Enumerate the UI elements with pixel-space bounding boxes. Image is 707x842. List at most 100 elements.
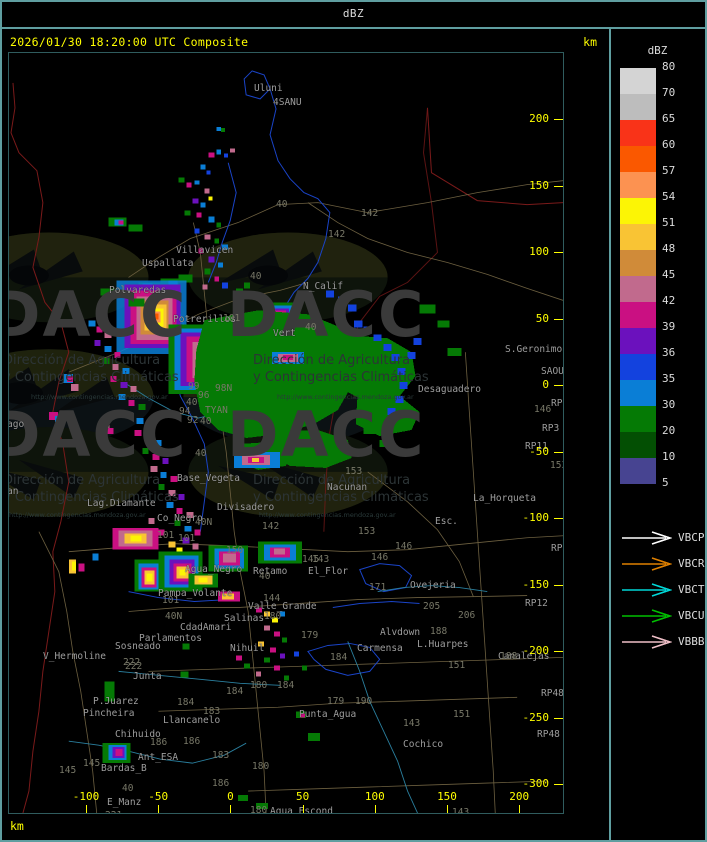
colorbar-level-label: 30 (662, 398, 676, 411)
reflectivity-echoes (48, 126, 462, 810)
colorbar-swatch[interactable] (620, 172, 656, 198)
vector-legend-label: VBBB (678, 635, 705, 648)
map-panel: 2026/01/30 18:20:00 UTC Composite km km (4, 30, 607, 838)
colorbar-swatch[interactable] (620, 458, 656, 484)
y-axis-tick (554, 518, 563, 519)
x-axis-tick-label: 150 (437, 790, 457, 803)
vector-legend-label: VBCT (678, 583, 705, 596)
x-axis-tick-label: 100 (364, 790, 385, 803)
frame-top (0, 0, 707, 2)
y-axis-tick-label: -250 (522, 710, 550, 724)
colorbar-swatch[interactable] (620, 302, 656, 328)
y-axis-tick (554, 318, 563, 320)
colorbar-swatch[interactable] (620, 406, 656, 432)
frame-under-title (0, 27, 707, 29)
x-axis-tick-label: 0 (227, 790, 234, 803)
colorbar-level-label: 80 (662, 60, 676, 73)
y-axis-tick (554, 185, 563, 187)
x-axis-tick-label: -50 (148, 790, 169, 803)
y-axis-unit-label: km (583, 35, 597, 49)
colorbar-level-label: 57 (662, 164, 676, 177)
vector-arrow-icon (622, 609, 672, 623)
colorbar-title: dBZ (647, 44, 668, 57)
colorbar-swatch[interactable] (620, 354, 656, 380)
y-axis-tick-label: -200 (522, 644, 550, 657)
vector-arrow-icon (622, 635, 672, 649)
x-axis-tick (447, 805, 448, 813)
colorbar-swatch[interactable] (620, 146, 656, 172)
colorbar-swatch[interactable] (620, 276, 656, 302)
y-axis-tick-label: -50 (529, 444, 549, 458)
vector-legend-row[interactable]: VBCR (616, 552, 707, 578)
colorbar-level-label: 10 (662, 450, 676, 463)
x-axis-tick (86, 805, 87, 813)
y-axis-tick-label: -100 (522, 511, 550, 524)
y-axis-tick-label: -150 (522, 577, 550, 591)
colorbar-swatches[interactable] (620, 68, 656, 484)
colorbar-level-label: 45 (662, 268, 676, 281)
colorbar-level-label: 42 (662, 294, 676, 307)
colorbar-panel: dBZ 80 70 65 60 57 54 51 48 45 42 39 36 35 30 20 10 5 VB… (612, 30, 705, 838)
x-axis-tick (302, 805, 304, 813)
vector-legend-label: VBCU (678, 609, 705, 622)
vector-legend-label: VBCP (678, 531, 705, 544)
colorbar-swatch[interactable] (620, 250, 656, 276)
colorbar-swatch[interactable] (620, 224, 656, 250)
radar-plot-area[interactable]: DACC DACC DACC DACC Dirección de Agricul… (8, 52, 564, 814)
colorbar-level-label: 5 (662, 476, 669, 489)
x-axis-unit-label: km (10, 819, 24, 833)
y-axis-tick-label: 0 (542, 378, 549, 391)
vector-legend-row[interactable]: VBBB (616, 630, 707, 656)
y-axis-tick-label: -300 (522, 777, 550, 790)
timestamp-label: 2026/01/30 18:20:00 UTC Composite (10, 35, 249, 49)
colorbar-level-label: 60 (662, 138, 676, 151)
window-title-bar: dBZ (0, 0, 707, 27)
colorbar-swatch[interactable] (620, 68, 656, 94)
colorbar-level-label: 51 (662, 216, 676, 229)
y-axis-tick (554, 451, 563, 453)
x-axis-tick (374, 805, 376, 813)
x-axis-tick (230, 805, 232, 813)
y-axis-tick-label: 150 (529, 178, 549, 192)
frame-panel-divider (609, 29, 611, 840)
vector-arrow-icon (622, 557, 672, 571)
y-axis-tick-label: 50 (535, 311, 549, 325)
y-axis-tick (554, 385, 563, 386)
x-axis-tick-label: 200 (509, 790, 530, 803)
colorbar-level-label: 35 (662, 372, 676, 385)
vector-arrow-icon (622, 531, 672, 545)
colorbar-level-label: 65 (662, 112, 676, 125)
vector-legend-label: VBCR (678, 557, 705, 570)
vector-legend-row[interactable]: VBCU (616, 604, 707, 630)
y-axis-tick (554, 784, 563, 785)
colorbar-swatch[interactable] (620, 380, 656, 406)
x-axis-tick (158, 805, 160, 813)
frame-left (0, 0, 2, 842)
vector-legend: VBCP VBCR VBCT VBCU VBBB (616, 526, 707, 656)
colorbar-level-label: 54 (662, 190, 676, 203)
frame-right (705, 0, 707, 842)
colorbar-level-label: 36 (662, 346, 676, 359)
colorbar-level-label: 48 (662, 242, 676, 255)
x-axis-tick (519, 805, 521, 813)
colorbar-swatch[interactable] (620, 432, 656, 458)
colorbar-swatch[interactable] (620, 328, 656, 354)
x-axis-tick-label: -100 (72, 790, 100, 803)
colorbar-swatch[interactable] (620, 120, 656, 146)
colorbar-level-label: 70 (662, 86, 676, 99)
y-axis-tick (554, 717, 563, 719)
x-axis-tick-label: 50 (295, 790, 310, 803)
colorbar-level-label: 39 (662, 320, 676, 333)
colorbar-swatch[interactable] (620, 198, 656, 224)
colorbar-level-label: 20 (662, 424, 676, 437)
window-title: dBZ (342, 7, 365, 20)
vector-arrow-icon (622, 583, 672, 597)
y-axis-tick (554, 119, 563, 120)
colorbar-swatch[interactable] (620, 94, 656, 120)
y-axis-tick (554, 252, 563, 253)
vector-legend-row[interactable]: VBCT (616, 578, 707, 604)
vector-legend-row[interactable]: VBCP (616, 526, 707, 552)
y-axis-tick (554, 651, 563, 652)
frame-bottom (0, 840, 707, 842)
